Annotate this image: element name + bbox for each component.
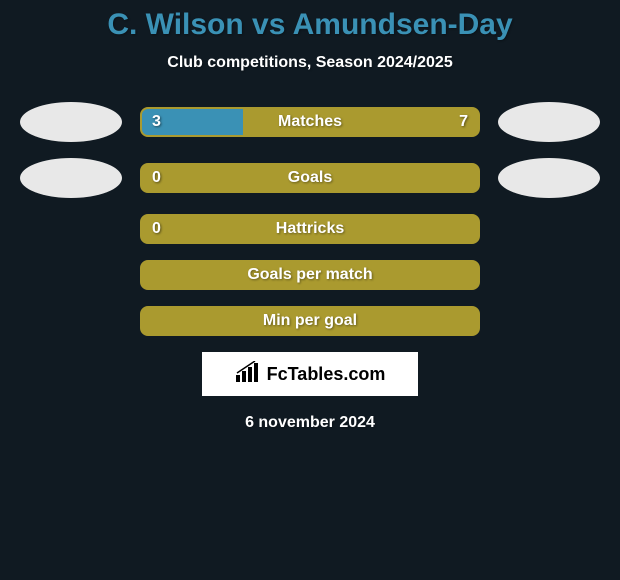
stat-value-left: 3 (152, 113, 161, 131)
avatar-spacer (498, 229, 600, 230)
avatar-spacer (20, 229, 122, 230)
stat-row: 3 7 Matches (0, 102, 620, 142)
brand-box: FcTables.com (202, 352, 418, 396)
stat-value-left: 0 (152, 169, 161, 187)
stat-row: 0 Hattricks (0, 214, 620, 244)
avatar-spacer (20, 275, 122, 276)
player-avatar-left (20, 158, 122, 198)
stat-value-right: 7 (459, 113, 468, 131)
comparison-block: 3 7 Matches 0 Goals 0 Hattricks Goals per match… (0, 102, 620, 336)
stat-bar: Min per goal (140, 306, 480, 336)
date-line: 6 november 2024 (0, 414, 620, 432)
stat-value-left: 0 (152, 220, 161, 238)
stat-label: Goals per match (247, 266, 372, 284)
avatar-spacer (498, 275, 600, 276)
player-avatar-right (498, 158, 600, 198)
stat-label: Matches (278, 113, 342, 131)
stat-label: Min per goal (263, 312, 357, 330)
page-title: C. Wilson vs Amundsen-Day (0, 0, 620, 42)
stat-bar: Goals per match (140, 260, 480, 290)
stat-row: Goals per match (0, 260, 620, 290)
brand-text: FcTables.com (267, 364, 386, 385)
stat-label: Hattricks (276, 220, 344, 238)
player-avatar-right (498, 102, 600, 142)
subtitle: Club competitions, Season 2024/2025 (0, 54, 620, 72)
avatar-spacer (20, 321, 122, 322)
stat-row: Min per goal (0, 306, 620, 336)
brand-chart-icon (235, 361, 261, 388)
stat-bar: 0 Hattricks (140, 214, 480, 244)
stat-bar: 3 7 Matches (140, 107, 480, 137)
stat-label: Goals (288, 169, 332, 187)
avatar-spacer (498, 321, 600, 322)
stat-bar: 0 Goals (140, 163, 480, 193)
player-avatar-left (20, 102, 122, 142)
stat-row: 0 Goals (0, 158, 620, 198)
